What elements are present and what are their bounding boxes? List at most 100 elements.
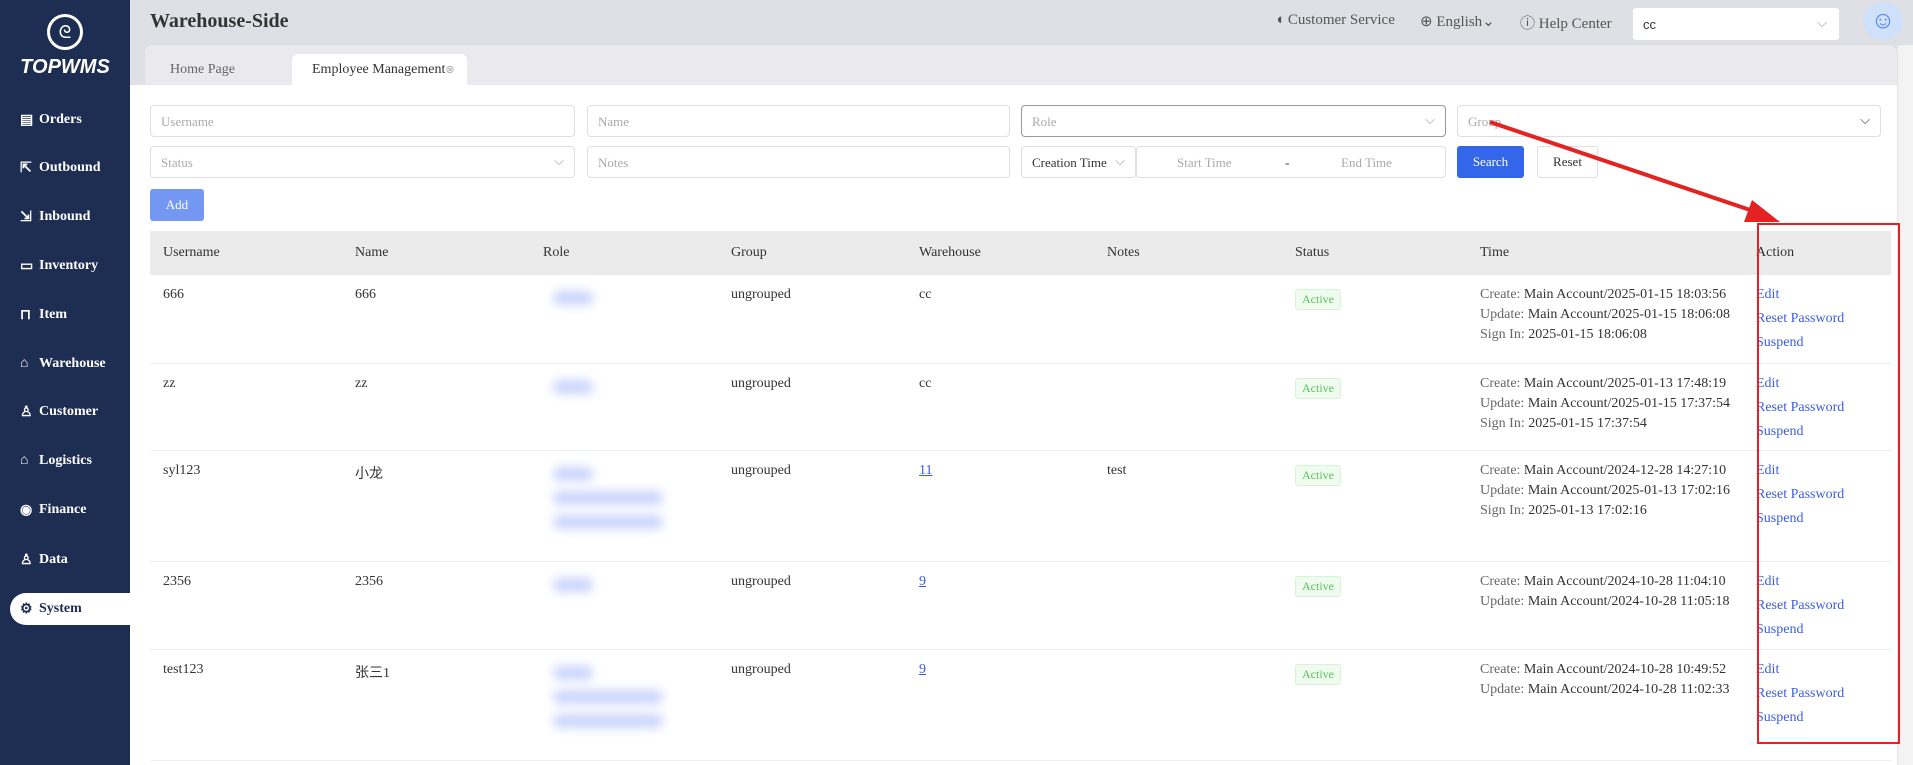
status-cell: Active [1282, 561, 1467, 650]
chevron-down-icon: ⌵ [1115, 153, 1125, 169]
role-cell [530, 363, 718, 451]
sidebar-item-system[interactable]: ⚙ System [10, 593, 130, 625]
data-icon: ♙ [20, 552, 33, 568]
sidebar-item-label: Customer [39, 404, 99, 419]
page-title: Warehouse-Side [150, 10, 289, 32]
warehouse-value: cc [919, 287, 932, 302]
group-cell: ungrouped [718, 561, 906, 650]
date-range-picker[interactable]: Start Time - End Time [1136, 146, 1446, 178]
group-cell: ungrouped [718, 450, 906, 562]
add-button[interactable]: Add [150, 189, 204, 221]
close-icon[interactable]: ⊗ [445, 64, 455, 76]
suspend-link[interactable]: Suspend [1756, 621, 1804, 637]
group-cell: ungrouped [718, 649, 906, 761]
search-button[interactable]: Search [1457, 146, 1524, 178]
tab-employee-management[interactable]: Employee Management⊗ [292, 54, 467, 85]
warehouse-link[interactable]: 11 [919, 462, 933, 478]
action-cell: Edit Reset Password Suspend [1743, 363, 1891, 451]
redacted-role [553, 689, 663, 704]
create-value: Main Account/2024-10-28 10:49:52 [1523, 661, 1727, 677]
role-select[interactable]: Role ⌵ [1021, 105, 1446, 137]
language-select[interactable]: ⊕ English⌄ [1420, 12, 1495, 31]
sidebar-item-customer[interactable]: ♙ Customer [10, 396, 130, 428]
update-value: Main Account/2025-01-15 17:37:54 [1527, 395, 1731, 411]
suspend-link[interactable]: Suspend [1756, 335, 1804, 350]
username-cell: 2356 [150, 561, 342, 650]
redacted-role [553, 665, 593, 680]
warehouse-link[interactable]: 9 [919, 573, 926, 589]
notes-cell [1094, 275, 1282, 364]
scrollbar[interactable] [1897, 45, 1913, 765]
sidebar-item-outbound[interactable]: ⇱ Outbound [10, 152, 130, 184]
name-cell: zz [342, 363, 530, 451]
notes-cell [1094, 649, 1282, 761]
username-input[interactable]: Username [150, 105, 575, 137]
sidebar-item-orders[interactable]: ▤ Orders [10, 104, 130, 136]
sidebar-item-inventory[interactable]: ▭ Inventory [10, 250, 130, 282]
signin-label: Sign In: [1480, 327, 1525, 342]
start-time[interactable]: Start Time [1177, 155, 1232, 170]
table-row: test123 张三1 ungrouped 9 Active Create: M… [150, 649, 1891, 761]
suspend-link[interactable]: Suspend [1756, 709, 1804, 725]
suspend-link[interactable]: Suspend [1756, 423, 1804, 439]
sidebar-item-label: Finance [39, 502, 87, 517]
sidebar-item-label: Data [39, 552, 68, 567]
language-label: English [1436, 14, 1483, 30]
notes-input[interactable]: Notes [587, 146, 1010, 178]
inventory-icon: ▭ [20, 258, 34, 274]
edit-link[interactable]: Edit [1756, 287, 1780, 302]
signin-value: 2025-01-15 18:06:08 [1528, 327, 1647, 342]
create-label: Create: [1480, 462, 1521, 478]
column-header: Time [1467, 231, 1743, 275]
edit-link[interactable]: Edit [1756, 661, 1780, 677]
reset-password-link[interactable]: Reset Password [1756, 486, 1845, 502]
redacted-role [553, 466, 593, 481]
outbound-icon: ⇱ [20, 160, 32, 176]
action-cell: Edit Reset Password Suspend [1743, 561, 1891, 650]
role-cell [530, 450, 718, 562]
time-type-select[interactable]: Creation Time ⌵ [1021, 146, 1136, 178]
reset-password-link[interactable]: Reset Password [1756, 597, 1845, 613]
reset-password-link[interactable]: Reset Password [1756, 311, 1845, 326]
sidebar-item-inbound[interactable]: ⇲ Inbound [10, 201, 130, 233]
role-cell [530, 561, 718, 650]
reset-password-link[interactable]: Reset Password [1756, 685, 1845, 701]
sidebar-item-finance[interactable]: ◉ Finance [10, 494, 130, 526]
name-cell: 张三1 [342, 649, 530, 761]
avatar[interactable]: ☺ [1863, 2, 1903, 40]
sidebar-item-label: Logistics [39, 453, 92, 468]
redacted-role [553, 577, 593, 592]
suspend-link[interactable]: Suspend [1756, 510, 1804, 526]
warehouse-value: cc [919, 375, 932, 391]
sidebar-item-label: System [39, 601, 82, 616]
placeholder: Notes [598, 155, 629, 170]
annotation-highlight-box [1757, 223, 1900, 744]
name-cell: 666 [342, 275, 530, 364]
status-select[interactable]: Status ⌵ [150, 146, 575, 178]
group-select[interactable]: Group ⌵ [1457, 105, 1881, 137]
name-input[interactable]: Name [587, 105, 1010, 137]
update-label: Update: [1480, 395, 1525, 411]
end-time[interactable]: End Time [1341, 155, 1392, 170]
sidebar-item-data[interactable]: ♙ Data [10, 544, 130, 576]
status-badge: Active [1295, 377, 1341, 399]
sidebar-item-logistics[interactable]: ⌂ Logistics [10, 445, 130, 477]
customer-service-label: Customer Service [1287, 12, 1395, 28]
reset-password-link[interactable]: Reset Password [1756, 399, 1845, 415]
warehouse-cell: 9 [906, 561, 1094, 650]
sidebar-item-item[interactable]: ⊓ Item [10, 299, 130, 331]
warehouse-cell: 9 [906, 649, 1094, 761]
customer-service-link[interactable]: ◖ Customer Service [1275, 12, 1395, 29]
edit-link[interactable]: Edit [1756, 462, 1780, 478]
edit-link[interactable]: Edit [1756, 573, 1780, 589]
warehouse-cell: 11 [906, 450, 1094, 562]
edit-link[interactable]: Edit [1756, 375, 1780, 391]
warehouse-select[interactable]: cc ⌵ [1633, 8, 1839, 40]
tab-home-page[interactable]: Home Page [150, 54, 255, 85]
name-cell: 小龙 [342, 450, 530, 562]
warehouse-link[interactable]: 9 [919, 661, 926, 677]
action-cell: Edit Reset Password Suspend [1743, 649, 1891, 761]
sidebar-item-warehouse[interactable]: ⌂ Warehouse [10, 348, 130, 380]
help-center-link[interactable]: ⓘ Help Center [1520, 12, 1612, 33]
column-header: Name [342, 231, 530, 275]
